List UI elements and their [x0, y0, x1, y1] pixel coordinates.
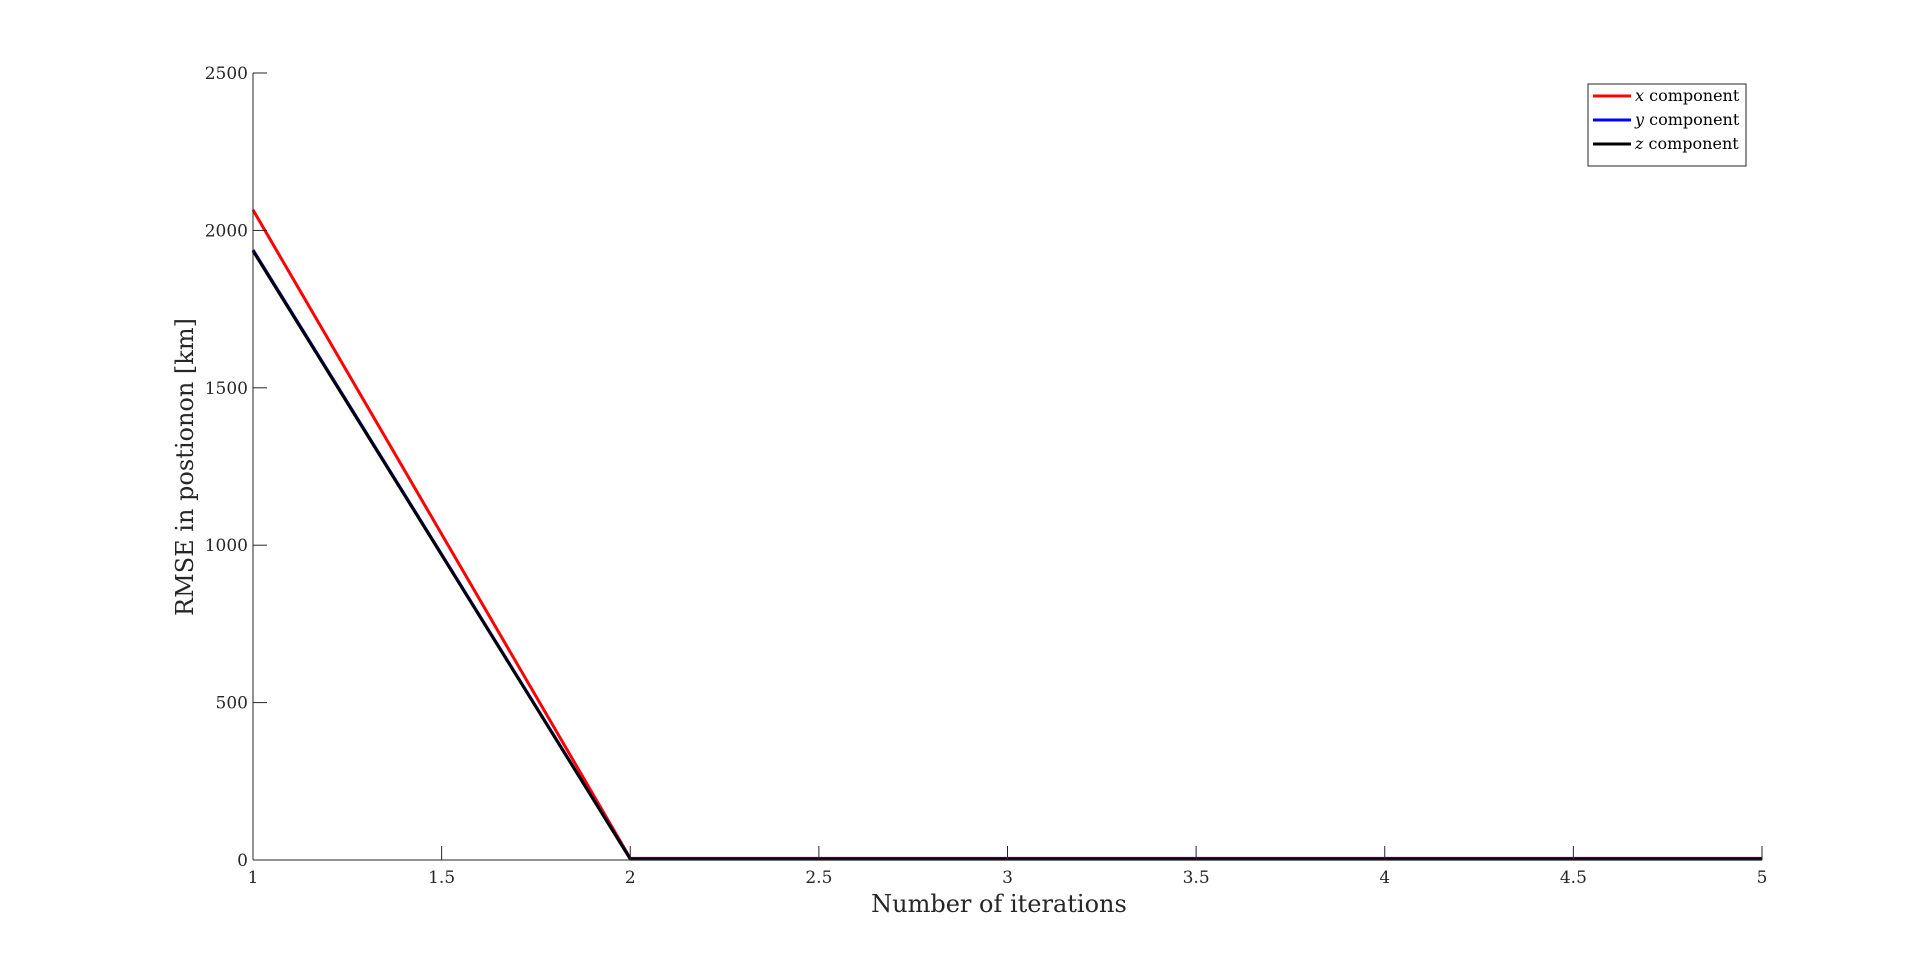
x-axis-title: Number of iterations: [871, 890, 1127, 918]
x-tick-label: 1.5: [428, 868, 455, 888]
x-tick-label: 1: [248, 868, 259, 888]
x-tick-label: 2.5: [805, 868, 832, 888]
legend-entry-y: y component: [1634, 110, 1740, 129]
series-line-y: [251, 249, 1762, 861]
legend-var: y: [1634, 110, 1645, 129]
legend-label: component: [1643, 134, 1739, 153]
series-line-z: [251, 250, 1762, 861]
legend-box: [1587, 83, 1747, 167]
y-tick-label: 0: [237, 851, 248, 871]
y-tick-label: 500: [216, 694, 248, 714]
legend-label: component: [1644, 86, 1740, 105]
series-layer: [251, 209, 1762, 861]
legend-label: component: [1644, 110, 1740, 129]
x-tick-label: 4: [1379, 868, 1390, 888]
legend-var: z: [1634, 134, 1644, 153]
x-tick-label: 2: [625, 868, 636, 888]
legend-entry-x: x component: [1635, 86, 1740, 105]
legend-entry-z: z component: [1634, 134, 1739, 153]
x-tick-label: 3: [1002, 868, 1013, 888]
x-tick-label: 4.5: [1560, 868, 1587, 888]
y-tick-label: 1500: [205, 379, 248, 399]
y-tick-label: 1000: [205, 536, 248, 556]
x-tick-label: 3.5: [1183, 868, 1210, 888]
y-tick-label: 2000: [205, 221, 248, 241]
legend-var: x: [1635, 86, 1644, 105]
series-line-x: [251, 209, 1762, 860]
x-tick-label: 5: [1757, 868, 1768, 888]
axes: 1 1.5 2 2.5 3 3.5 4 4.5 5 0 500 1000 1500 2000 2500: [205, 64, 1768, 888]
y-tick-label: 2500: [205, 64, 248, 84]
y-axis-title: RMSE in postionon [km]: [171, 318, 199, 616]
